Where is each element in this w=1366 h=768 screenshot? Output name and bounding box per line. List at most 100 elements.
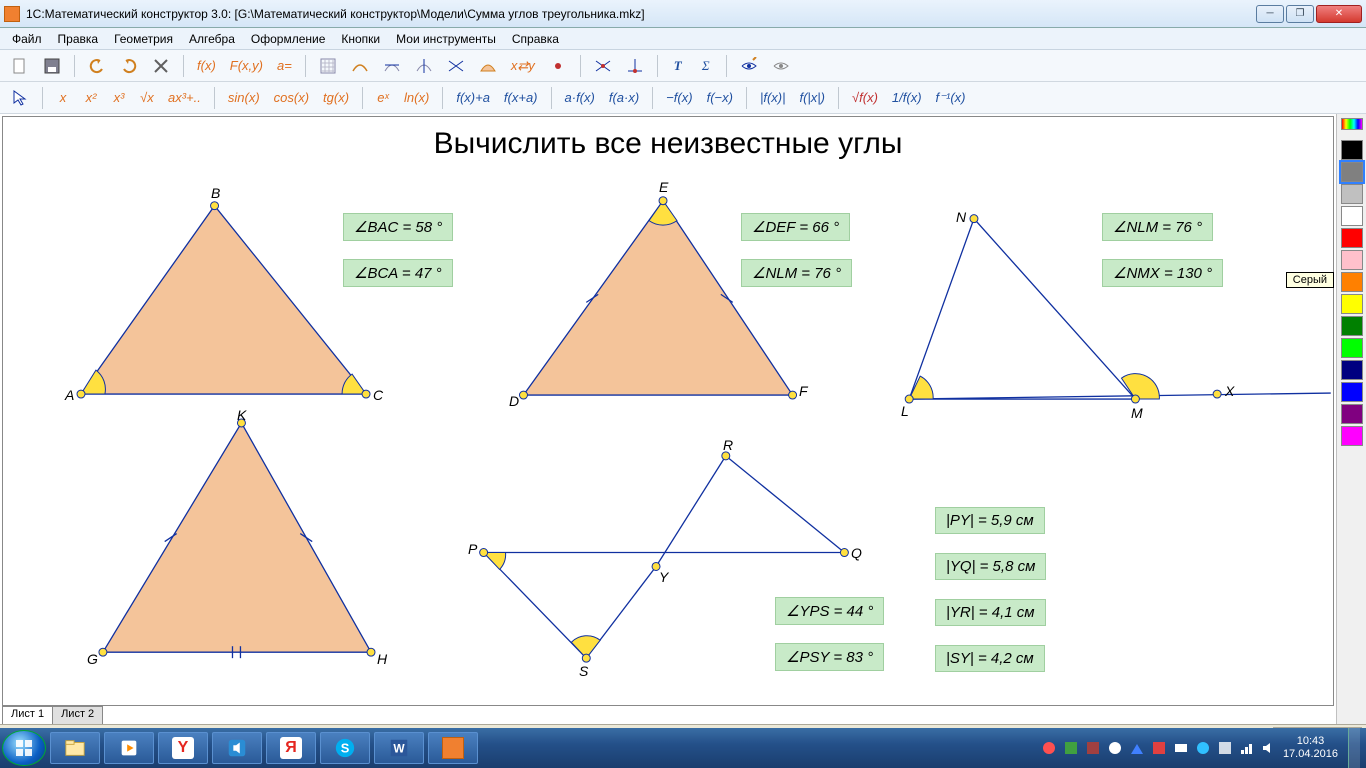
task-yandex[interactable]: Y [158, 732, 208, 764]
pointer-button[interactable] [6, 86, 34, 110]
tray-icon[interactable] [1107, 740, 1123, 756]
fn-cos[interactable]: cos(x) [269, 86, 314, 110]
tray-icon[interactable] [1129, 740, 1145, 756]
fn-negx[interactable]: f(−x) [702, 86, 738, 110]
task-explorer[interactable] [50, 732, 100, 764]
fn-neg[interactable]: −f(x) [661, 86, 697, 110]
tray-icon[interactable] [1173, 740, 1189, 756]
task-media[interactable] [104, 732, 154, 764]
figure-pqrsy[interactable] [480, 452, 849, 662]
fn-scale-h[interactable]: f(a·x) [604, 86, 644, 110]
menu-format[interactable]: Оформление [243, 30, 333, 48]
undo-button[interactable] [83, 54, 111, 78]
fn-exp[interactable]: eˣ [371, 86, 395, 110]
menu-file[interactable]: Файл [4, 30, 50, 48]
fn-shift-v[interactable]: f(x)+a [451, 86, 495, 110]
fn-poly[interactable]: ax³+.. [163, 86, 206, 110]
label-yr[interactable]: |YR| = 4,1 см [935, 599, 1046, 626]
tray-network-icon[interactable] [1239, 740, 1255, 756]
close-button[interactable]: ✕ [1316, 5, 1362, 23]
sheet-tab-1[interactable]: Лист 1 [2, 706, 53, 724]
fn-scale-v[interactable]: a·f(x) [560, 86, 600, 110]
triangle-gkh[interactable] [99, 419, 375, 658]
color-green[interactable] [1341, 338, 1363, 358]
label-psy[interactable]: ∠PSY = 83 ° [775, 643, 884, 671]
new-file-button[interactable] [6, 54, 34, 78]
color-black[interactable] [1341, 140, 1363, 160]
assign-button[interactable]: a= [272, 54, 297, 78]
color-darkgreen[interactable] [1341, 316, 1363, 336]
curve-button[interactable] [346, 54, 374, 78]
area-button[interactable] [474, 54, 502, 78]
color-white[interactable] [1341, 206, 1363, 226]
task-app[interactable] [428, 732, 478, 764]
label-nlm2[interactable]: ∠NLM = 76 ° [741, 259, 852, 287]
fn-sqrt[interactable]: √x [135, 86, 159, 110]
label-bca[interactable]: ∠BCA = 47 ° [343, 259, 453, 287]
hide-button[interactable] [767, 54, 795, 78]
menu-algebra[interactable]: Алгебра [181, 30, 243, 48]
fx-button[interactable]: f(x) [192, 54, 221, 78]
color-gray[interactable] [1341, 162, 1363, 182]
label-py[interactable]: |PY| = 5,9 см [935, 507, 1045, 534]
color-orange[interactable] [1341, 272, 1363, 292]
label-bac[interactable]: ∠BAC = 58 ° [343, 213, 453, 241]
triangle-abc[interactable] [77, 202, 370, 398]
fn-recip[interactable]: 1/f(x) [887, 86, 927, 110]
task-skype[interactable]: S [320, 732, 370, 764]
fn-x2[interactable]: x² [79, 86, 103, 110]
label-nlm[interactable]: ∠NLM = 76 ° [1102, 213, 1213, 241]
color-pink[interactable] [1341, 250, 1363, 270]
fn-shift-h[interactable]: f(x+a) [499, 86, 543, 110]
color-spectrum[interactable] [1341, 118, 1363, 130]
canvas[interactable]: Вычислить все неизвестные углы [2, 116, 1334, 706]
tray-icon[interactable] [1151, 740, 1167, 756]
fn-inv[interactable]: f⁻¹(x) [931, 86, 971, 110]
tray-icon[interactable] [1085, 740, 1101, 756]
color-silver[interactable] [1341, 184, 1363, 204]
tangent-button[interactable] [378, 54, 406, 78]
triangle-nlm[interactable] [905, 215, 1331, 403]
menu-edit[interactable]: Правка [50, 30, 107, 48]
normal-button[interactable] [410, 54, 438, 78]
color-red[interactable] [1341, 228, 1363, 248]
label-yps[interactable]: ∠YPS = 44 ° [775, 597, 884, 625]
text-button[interactable]: T [666, 54, 690, 78]
color-navy[interactable] [1341, 360, 1363, 380]
perpfoot-button[interactable] [621, 54, 649, 78]
tray-clock[interactable]: 10:43 17.04.2016 [1283, 735, 1338, 761]
save-button[interactable] [38, 54, 66, 78]
intersect-curve-button[interactable] [442, 54, 470, 78]
tray-volume-icon[interactable] [1261, 740, 1277, 756]
intersect-button[interactable] [589, 54, 617, 78]
minimize-button[interactable]: ─ [1256, 5, 1284, 23]
fn-sin[interactable]: sin(x) [223, 86, 265, 110]
fn-tan[interactable]: tg(x) [318, 86, 354, 110]
fn-ln[interactable]: ln(x) [399, 86, 434, 110]
maximize-button[interactable]: ❐ [1286, 5, 1314, 23]
menu-mytools[interactable]: Мои инструменты [388, 30, 504, 48]
menu-geometry[interactable]: Геометрия [106, 30, 181, 48]
grid-button[interactable] [314, 54, 342, 78]
color-magenta[interactable] [1341, 426, 1363, 446]
tray-icon[interactable] [1195, 740, 1211, 756]
fxy-button[interactable]: F(x,y) [225, 54, 268, 78]
label-def[interactable]: ∠DEF = 66 ° [741, 213, 850, 241]
task-word[interactable]: W [374, 732, 424, 764]
show-desktop-button[interactable] [1348, 728, 1360, 768]
label-nmx[interactable]: ∠NMX = 130 ° [1102, 259, 1223, 287]
point-button[interactable] [544, 54, 572, 78]
sheet-tab-2[interactable]: Лист 2 [52, 706, 103, 724]
menu-help[interactable]: Справка [504, 30, 567, 48]
show-button[interactable] [735, 54, 763, 78]
delete-button[interactable] [147, 54, 175, 78]
fn-absx[interactable]: f(|x|) [794, 86, 830, 110]
label-sy[interactable]: |SY| = 4,2 см [935, 645, 1045, 672]
start-button[interactable] [2, 730, 46, 766]
fn-x3[interactable]: x³ [107, 86, 131, 110]
sigma-button[interactable]: Σ [694, 54, 718, 78]
color-purple[interactable] [1341, 404, 1363, 424]
menu-buttons[interactable]: Кнопки [333, 30, 388, 48]
xy-swap-button[interactable]: x⇄y [506, 54, 540, 78]
task-sound[interactable] [212, 732, 262, 764]
